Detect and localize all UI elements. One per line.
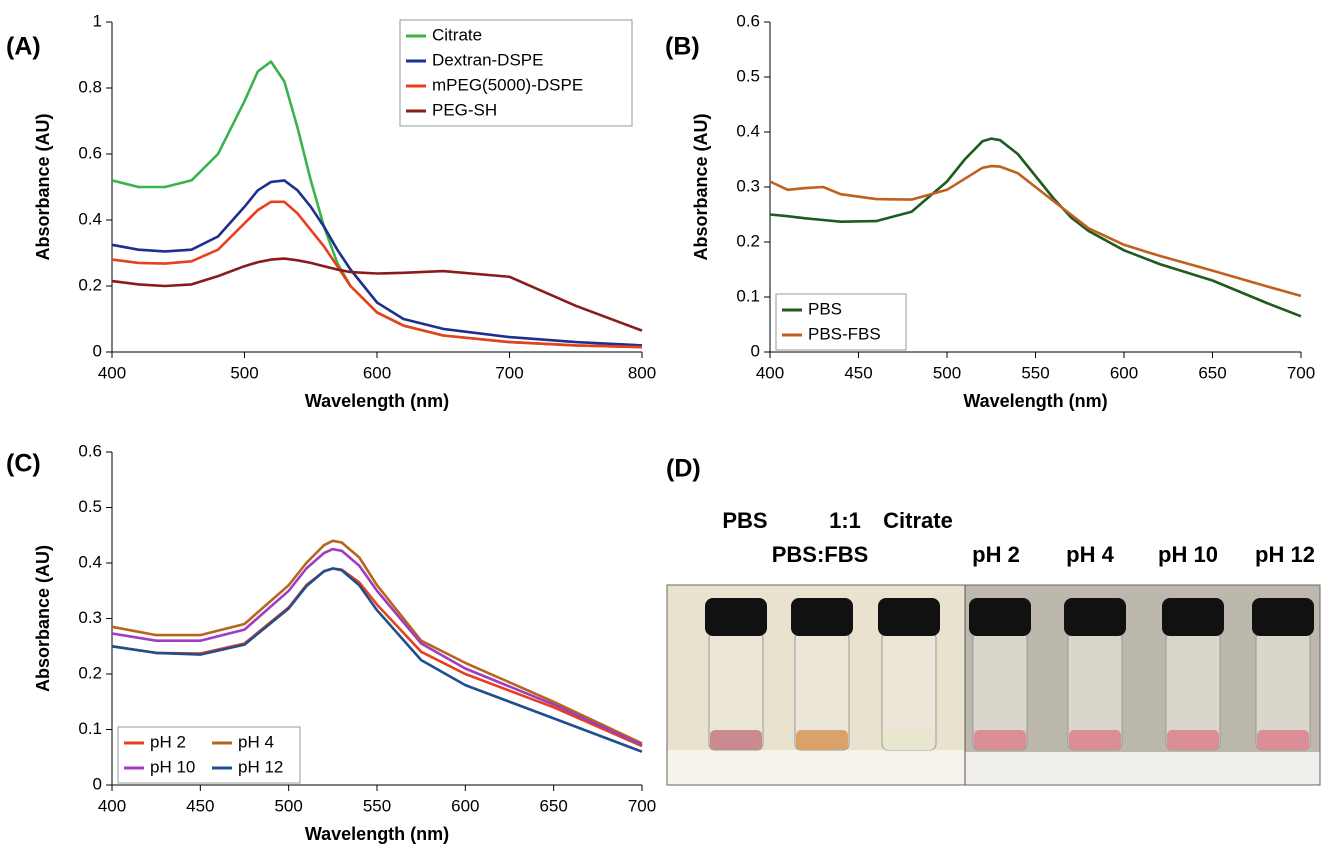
y-tick-label: 0.6 — [736, 11, 760, 30]
y-tick-label: 0.1 — [736, 286, 760, 305]
legend-box — [117, 726, 301, 784]
x-tick-label: 450 — [186, 796, 214, 815]
photo-label: 1:1 — [829, 508, 861, 533]
photo-label: pH 2 — [972, 542, 1020, 567]
x-tick-label: 500 — [230, 363, 258, 382]
legend-label: mPEG(5000)-DSPE — [432, 75, 583, 94]
series-line — [111, 257, 643, 332]
y-tick-label: 0.4 — [78, 209, 102, 228]
series-line — [769, 137, 1302, 318]
vial-cap — [1162, 598, 1224, 636]
panel-label: (A) — [6, 33, 41, 61]
photo-floor — [667, 750, 965, 785]
x-tick-label: 400 — [756, 363, 784, 382]
x-tick-label: 600 — [451, 796, 479, 815]
x-tick-label: 500 — [274, 796, 302, 815]
photo-label: PBS:FBS — [772, 542, 869, 567]
vial-liquid — [710, 730, 762, 750]
legend-label: Citrate — [432, 25, 482, 44]
y-tick-label: 0.2 — [78, 663, 102, 682]
y-tick-label: 0.4 — [736, 121, 760, 140]
series-line — [769, 164, 1302, 298]
y-tick-label: 0.5 — [736, 66, 760, 85]
photo-label: Citrate — [883, 508, 953, 533]
legend-box — [775, 293, 907, 351]
y-axis-label: Absorbance (AU) — [691, 113, 711, 260]
legend-label: PBS — [808, 299, 842, 318]
y-tick-label: 0.4 — [78, 552, 102, 571]
x-tick-label: 700 — [495, 363, 523, 382]
y-axis-label: Absorbance (AU) — [33, 113, 53, 260]
x-axis-label: Wavelength (nm) — [305, 824, 449, 844]
panel-label: (C) — [6, 450, 41, 478]
vial-cap — [1064, 598, 1126, 636]
y-tick-label: 0.6 — [78, 441, 102, 460]
y-tick-label: 0 — [93, 341, 102, 360]
y-tick-label: 0 — [751, 341, 760, 360]
y-tick-label: 0.1 — [78, 719, 102, 738]
x-tick-label: 600 — [363, 363, 391, 382]
vial-cap — [791, 598, 853, 636]
vial-cap — [878, 598, 940, 636]
series-line — [111, 547, 643, 747]
y-axis-label: Absorbance (AU) — [33, 545, 53, 692]
series-line — [111, 539, 643, 745]
x-tick-label: 650 — [1198, 363, 1226, 382]
vial-liquid — [1167, 730, 1219, 750]
x-tick-label: 800 — [628, 363, 656, 382]
photo-label: PBS — [722, 508, 767, 533]
y-tick-label: 0.5 — [78, 497, 102, 516]
y-tick-label: 0.6 — [78, 143, 102, 162]
photo-label: pH 4 — [1066, 542, 1114, 567]
y-tick-label: 0 — [93, 774, 102, 793]
x-tick-label: 400 — [98, 363, 126, 382]
series-line — [111, 179, 643, 347]
x-tick-label: 650 — [539, 796, 567, 815]
x-tick-label: 550 — [363, 796, 391, 815]
photo-border — [666, 584, 1321, 786]
photo-label: pH 10 — [1158, 542, 1218, 567]
x-tick-label: 500 — [933, 363, 961, 382]
panel-label: (B) — [665, 33, 700, 61]
vial-liquid — [796, 730, 848, 750]
x-axis-label: Wavelength (nm) — [305, 391, 449, 411]
y-tick-label: 0.2 — [736, 231, 760, 250]
series-line — [111, 200, 643, 349]
x-tick-label: 450 — [844, 363, 872, 382]
legend-label: PBS-FBS — [808, 324, 881, 343]
panel-label: (D) — [666, 455, 701, 483]
legend-box — [399, 19, 633, 127]
x-axis-label: Wavelength (nm) — [963, 391, 1107, 411]
vial-cap — [1252, 598, 1314, 636]
x-tick-label: 600 — [1110, 363, 1138, 382]
legend-label: pH 12 — [238, 757, 283, 776]
legend-label: pH 4 — [238, 732, 274, 751]
series-line — [111, 567, 643, 748]
legend-label: pH 10 — [150, 757, 195, 776]
y-tick-label: 1 — [93, 11, 102, 30]
x-tick-label: 700 — [628, 796, 656, 815]
legend-label: PEG-SH — [432, 100, 497, 119]
y-tick-label: 0.8 — [78, 77, 102, 96]
y-tick-label: 0.2 — [78, 275, 102, 294]
photo-label: pH 12 — [1255, 542, 1315, 567]
vial-liquid — [1069, 730, 1121, 750]
vial-cap — [705, 598, 767, 636]
legend-label: Dextran-DSPE — [432, 50, 543, 69]
series-line — [111, 567, 643, 753]
vial-liquid — [1257, 730, 1309, 750]
vial-liquid — [883, 730, 935, 750]
legend-label: pH 2 — [150, 732, 186, 751]
x-tick-label: 700 — [1287, 363, 1315, 382]
photo-floor — [965, 752, 1320, 785]
x-tick-label: 550 — [1021, 363, 1049, 382]
vial-liquid — [974, 730, 1026, 750]
vial-cap — [969, 598, 1031, 636]
y-tick-label: 0.3 — [736, 176, 760, 195]
x-tick-label: 400 — [98, 796, 126, 815]
y-tick-label: 0.3 — [78, 608, 102, 627]
